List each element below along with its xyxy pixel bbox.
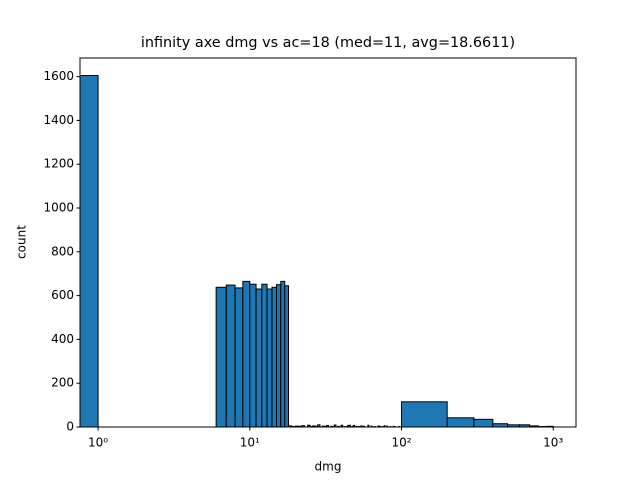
y-tick-label: 200 <box>51 376 74 390</box>
bar <box>352 424 356 427</box>
bar <box>215 286 227 427</box>
y-tick-label: 800 <box>51 244 74 258</box>
x-axis-label: dmg <box>315 460 342 474</box>
bar <box>261 283 268 427</box>
y-tick-label: 1000 <box>43 201 74 215</box>
y-tick-label: 1200 <box>43 157 74 171</box>
bar <box>383 425 386 427</box>
bar <box>301 425 306 427</box>
bar <box>280 280 286 427</box>
bar <box>271 286 278 427</box>
bar <box>80 75 99 427</box>
bar <box>317 424 321 427</box>
y-axis-label: count <box>15 225 29 259</box>
bar <box>266 288 273 427</box>
axes-frame <box>79 57 577 428</box>
bar <box>284 285 290 427</box>
bar <box>348 424 351 427</box>
bar <box>367 424 370 427</box>
y-tick-label: 1600 <box>43 69 74 83</box>
bar <box>276 284 282 427</box>
bar <box>325 424 329 427</box>
y-tick-label: 400 <box>51 332 74 346</box>
bar <box>249 283 257 427</box>
x-tick-label: 10¹ <box>240 436 260 450</box>
y-tick-label: 0 <box>66 420 74 434</box>
bar <box>242 280 251 427</box>
bar <box>333 424 337 427</box>
bar <box>234 287 244 427</box>
bar <box>255 288 263 427</box>
bar <box>446 417 475 427</box>
x-tick-label: 10² <box>391 436 411 450</box>
bar <box>225 284 236 427</box>
bar <box>473 418 494 427</box>
chart-title: infinity axe dmg vs ac=18 (med=11, avg=1… <box>141 35 515 51</box>
plot-area <box>80 75 554 427</box>
bar <box>340 424 344 427</box>
x-tick-label: 10³ <box>543 436 563 450</box>
bar <box>401 401 448 427</box>
y-tick-label: 1400 <box>43 113 74 127</box>
y-tick-label: 600 <box>51 288 74 302</box>
x-tick-label: 10⁰ <box>88 436 108 450</box>
